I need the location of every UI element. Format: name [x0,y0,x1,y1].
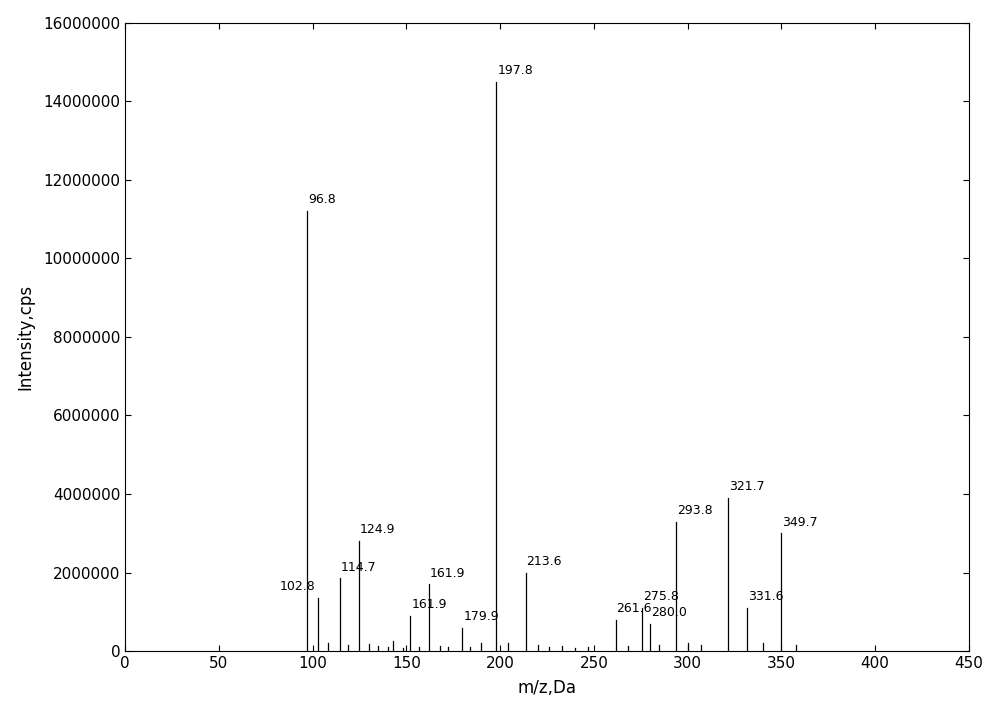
Text: 349.7: 349.7 [782,516,817,528]
Text: 161.9: 161.9 [411,598,447,611]
Text: 293.8: 293.8 [677,504,713,517]
Text: 331.6: 331.6 [748,590,783,603]
Text: 280.0: 280.0 [651,606,687,619]
Text: 102.8: 102.8 [280,580,316,593]
Text: 179.9: 179.9 [463,610,499,623]
Text: 96.8: 96.8 [308,193,336,206]
Text: 213.6: 213.6 [526,555,562,568]
Text: 161.9: 161.9 [430,567,465,580]
Text: 114.7: 114.7 [341,560,377,574]
Y-axis label: Intensity,cps: Intensity,cps [17,284,35,390]
Text: 275.8: 275.8 [643,590,679,603]
Text: 124.9: 124.9 [360,523,396,536]
Text: 321.7: 321.7 [729,481,765,493]
X-axis label: m/z,Da: m/z,Da [517,679,576,698]
Text: 197.8: 197.8 [498,64,534,77]
Text: 261.6: 261.6 [617,602,652,615]
